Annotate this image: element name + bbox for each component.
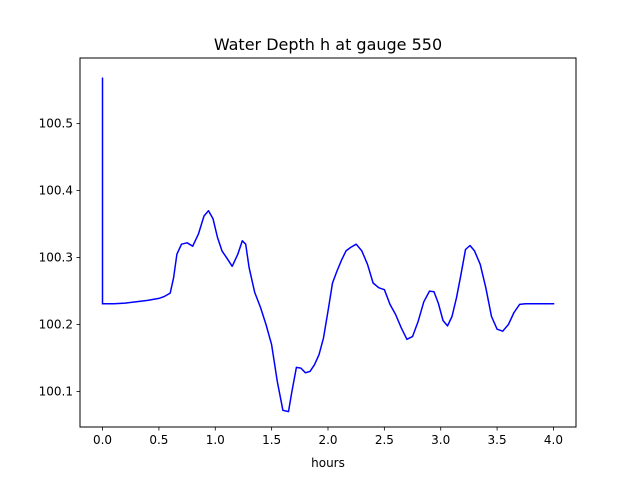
x-tick-label: 1.5	[262, 433, 281, 447]
x-tick-label: 4.0	[544, 433, 563, 447]
x-tick-label: 0.5	[149, 433, 168, 447]
y-tick-label: 100.2	[39, 318, 73, 332]
x-axis: 0.0 0.5 1.0 1.5 2.0 2.5 3.0 3.5 4.0	[93, 427, 563, 447]
y-tick-label: 100.5	[39, 117, 73, 131]
x-tick-label: 2.0	[318, 433, 337, 447]
x-tick-label: 2.5	[375, 433, 394, 447]
y-tick-label: 100.4	[39, 184, 73, 198]
x-tick-label: 3.5	[488, 433, 507, 447]
series-line-0	[101, 77, 555, 413]
x-tick-label: 3.0	[431, 433, 450, 447]
chart-title: Water Depth h at gauge 550	[214, 35, 442, 54]
x-tick-label: 1.0	[206, 433, 225, 447]
y-tick-label: 100.1	[39, 385, 73, 399]
y-axis: 100.1 100.2 100.3 100.4 100.5	[39, 117, 80, 399]
y-tick-label: 100.3	[39, 251, 73, 265]
plot-area	[101, 77, 555, 413]
x-axis-label: hours	[311, 456, 345, 470]
x-tick-label: 0.0	[93, 433, 112, 447]
